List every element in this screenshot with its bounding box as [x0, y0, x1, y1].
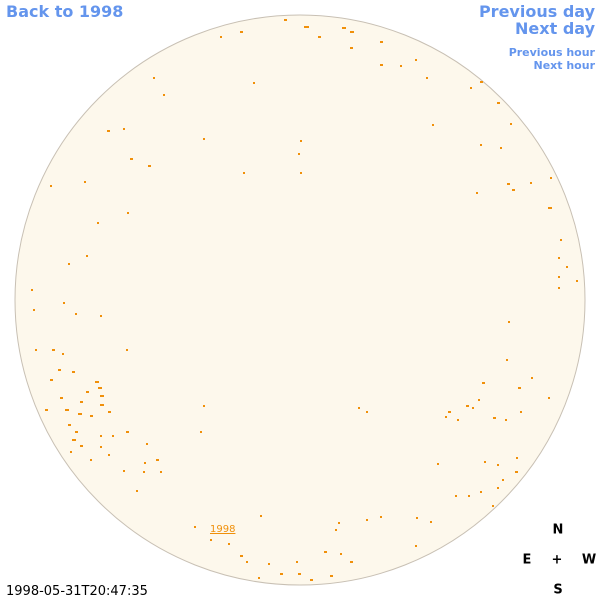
previous-hour-link[interactable]: Previous hour: [509, 46, 596, 59]
next-day-link[interactable]: Next day: [515, 19, 596, 38]
solar-disc: [14, 14, 586, 586]
compass-center: +: [552, 553, 563, 568]
compass-east: E: [523, 553, 532, 568]
compass-north: N: [553, 523, 564, 538]
compass-west: W: [582, 553, 596, 568]
previous-day-link[interactable]: Previous day: [479, 2, 596, 21]
active-regions: [31, 19, 578, 581]
compass-south: S: [553, 583, 562, 598]
back-link[interactable]: Back to 1998: [6, 2, 123, 21]
next-hour-link[interactable]: Next hour: [534, 59, 596, 72]
region-label[interactable]: 1998: [210, 524, 235, 535]
timestamp: 1998-05-31T20:47:35: [6, 584, 148, 599]
